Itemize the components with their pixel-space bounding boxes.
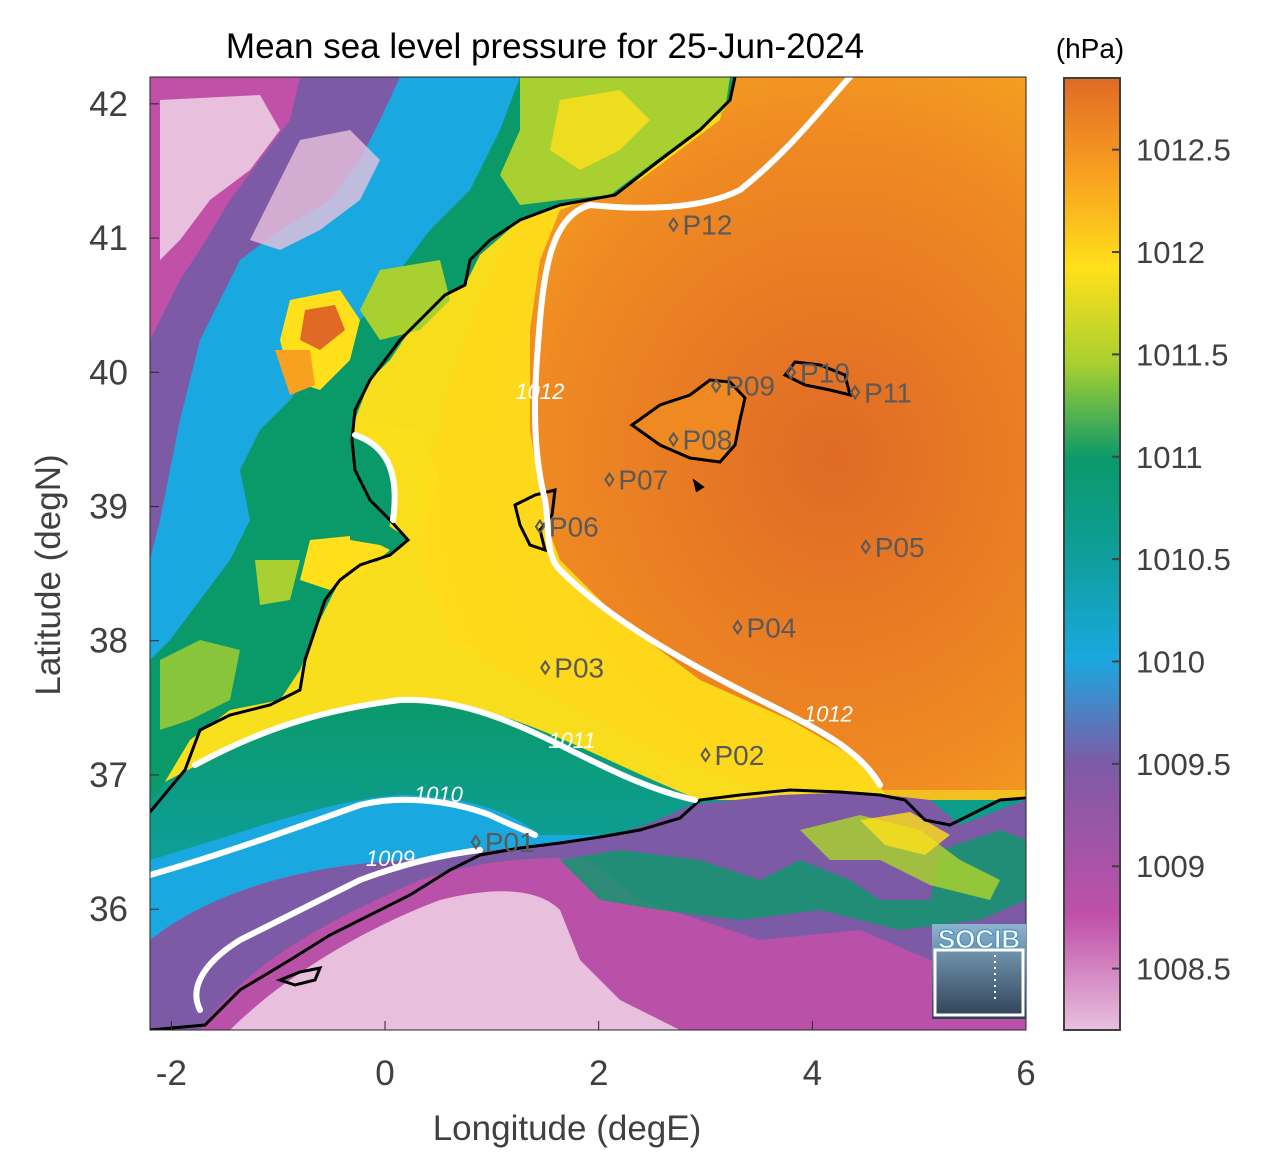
y-tick-label: 36 (89, 890, 128, 929)
colorbar: 1008.5 1009 1009.5 1010 1010.5 1011 1011.5 1012… (1056, 33, 1231, 1031)
station-marker (732, 619, 743, 636)
station-marker (860, 538, 871, 555)
socib-logo-text: SOCIB (938, 924, 1020, 954)
station-label: P08 (682, 424, 732, 455)
station-label: P06 (549, 512, 599, 543)
colorbar-tick-label: 1012.5 (1136, 133, 1231, 168)
station-label: P07 (618, 465, 668, 496)
y-tick-label: 39 (89, 488, 128, 527)
socib-logo: SOCIB (932, 924, 1026, 1019)
station-label: P11 (864, 377, 912, 408)
contour-label: 1011 (548, 728, 595, 753)
station-label: P04 (747, 612, 797, 643)
contour-label: 1010 (414, 782, 464, 807)
x-tick-label: 2 (589, 1054, 608, 1093)
map-field (150, 77, 1026, 1030)
contour-labels: 1012 1012 1011 1010 1009 (366, 379, 853, 871)
station-label: P10 (800, 357, 850, 388)
station-marker (785, 364, 797, 381)
station-marker (470, 834, 482, 850)
contour-label: 1012 (515, 379, 564, 404)
map-axes-frame (149, 76, 1027, 1031)
station-marker (849, 384, 861, 401)
x-tick-label: 0 (375, 1054, 394, 1093)
station-marker (668, 216, 679, 233)
station-label: P12 (682, 210, 732, 241)
contour-lines (150, 77, 883, 1013)
y-axis-label: Latitude (degN) (29, 454, 68, 695)
x-axis-ticks: -2 0 2 4 6 (156, 1021, 1036, 1093)
y-tick-label: 40 (89, 353, 128, 392)
coastlines (150, 77, 1026, 1030)
colorbar-tick-label: 1008.5 (1136, 952, 1231, 987)
colorbar-unit: (hPa) (1056, 33, 1124, 64)
station-label: P03 (554, 653, 604, 684)
colorbar-tick-label: 1010 (1136, 644, 1205, 679)
x-tick-label: 4 (803, 1054, 822, 1093)
x-axis-label: Longitude (degE) (433, 1109, 702, 1148)
colorbar-ticks: 1008.5 1009 1009.5 1010 1010.5 1011 1011.5 1012… (1112, 133, 1231, 987)
y-tick-label: 42 (89, 85, 128, 124)
y-tick-label: 38 (89, 622, 128, 661)
colorbar-tick-label: 1010.5 (1136, 542, 1231, 577)
station-marker (534, 518, 546, 535)
x-tick-label: 6 (1016, 1054, 1035, 1093)
station-marker (668, 431, 679, 448)
x-tick-label: -2 (156, 1054, 187, 1093)
contour-label: 1012 (804, 701, 853, 726)
stations: P01 P02 P03 P04 P05 P06 P07 P08 P09 P10 P11 P12 (470, 210, 925, 858)
colorbar-tick-label: 1011 (1136, 440, 1203, 475)
station-label: P01 (485, 827, 535, 858)
station-marker (710, 377, 722, 394)
chart-title: Mean sea level pressure for 25-Jun-2024 (226, 27, 864, 66)
y-tick-label: 41 (89, 219, 128, 258)
colorbar-tick-label: 1009.5 (1136, 747, 1231, 782)
station-marker (540, 659, 551, 676)
colorbar-tick-label: 1009 (1136, 849, 1205, 884)
station-label: P05 (875, 532, 925, 563)
colorbar-tick-label: 1012 (1136, 235, 1205, 270)
colorbar-tick-label: 1011.5 (1136, 337, 1229, 372)
y-tick-label: 37 (89, 756, 128, 795)
station-marker (700, 747, 711, 763)
station-label: P02 (715, 740, 765, 771)
station-label: P09 (725, 371, 775, 402)
station-marker (604, 471, 615, 488)
colorbar-gradient (1063, 77, 1121, 1031)
contour-label: 1009 (366, 846, 415, 871)
y-axis-ticks: 36 37 38 39 40 41 42 (89, 85, 159, 929)
